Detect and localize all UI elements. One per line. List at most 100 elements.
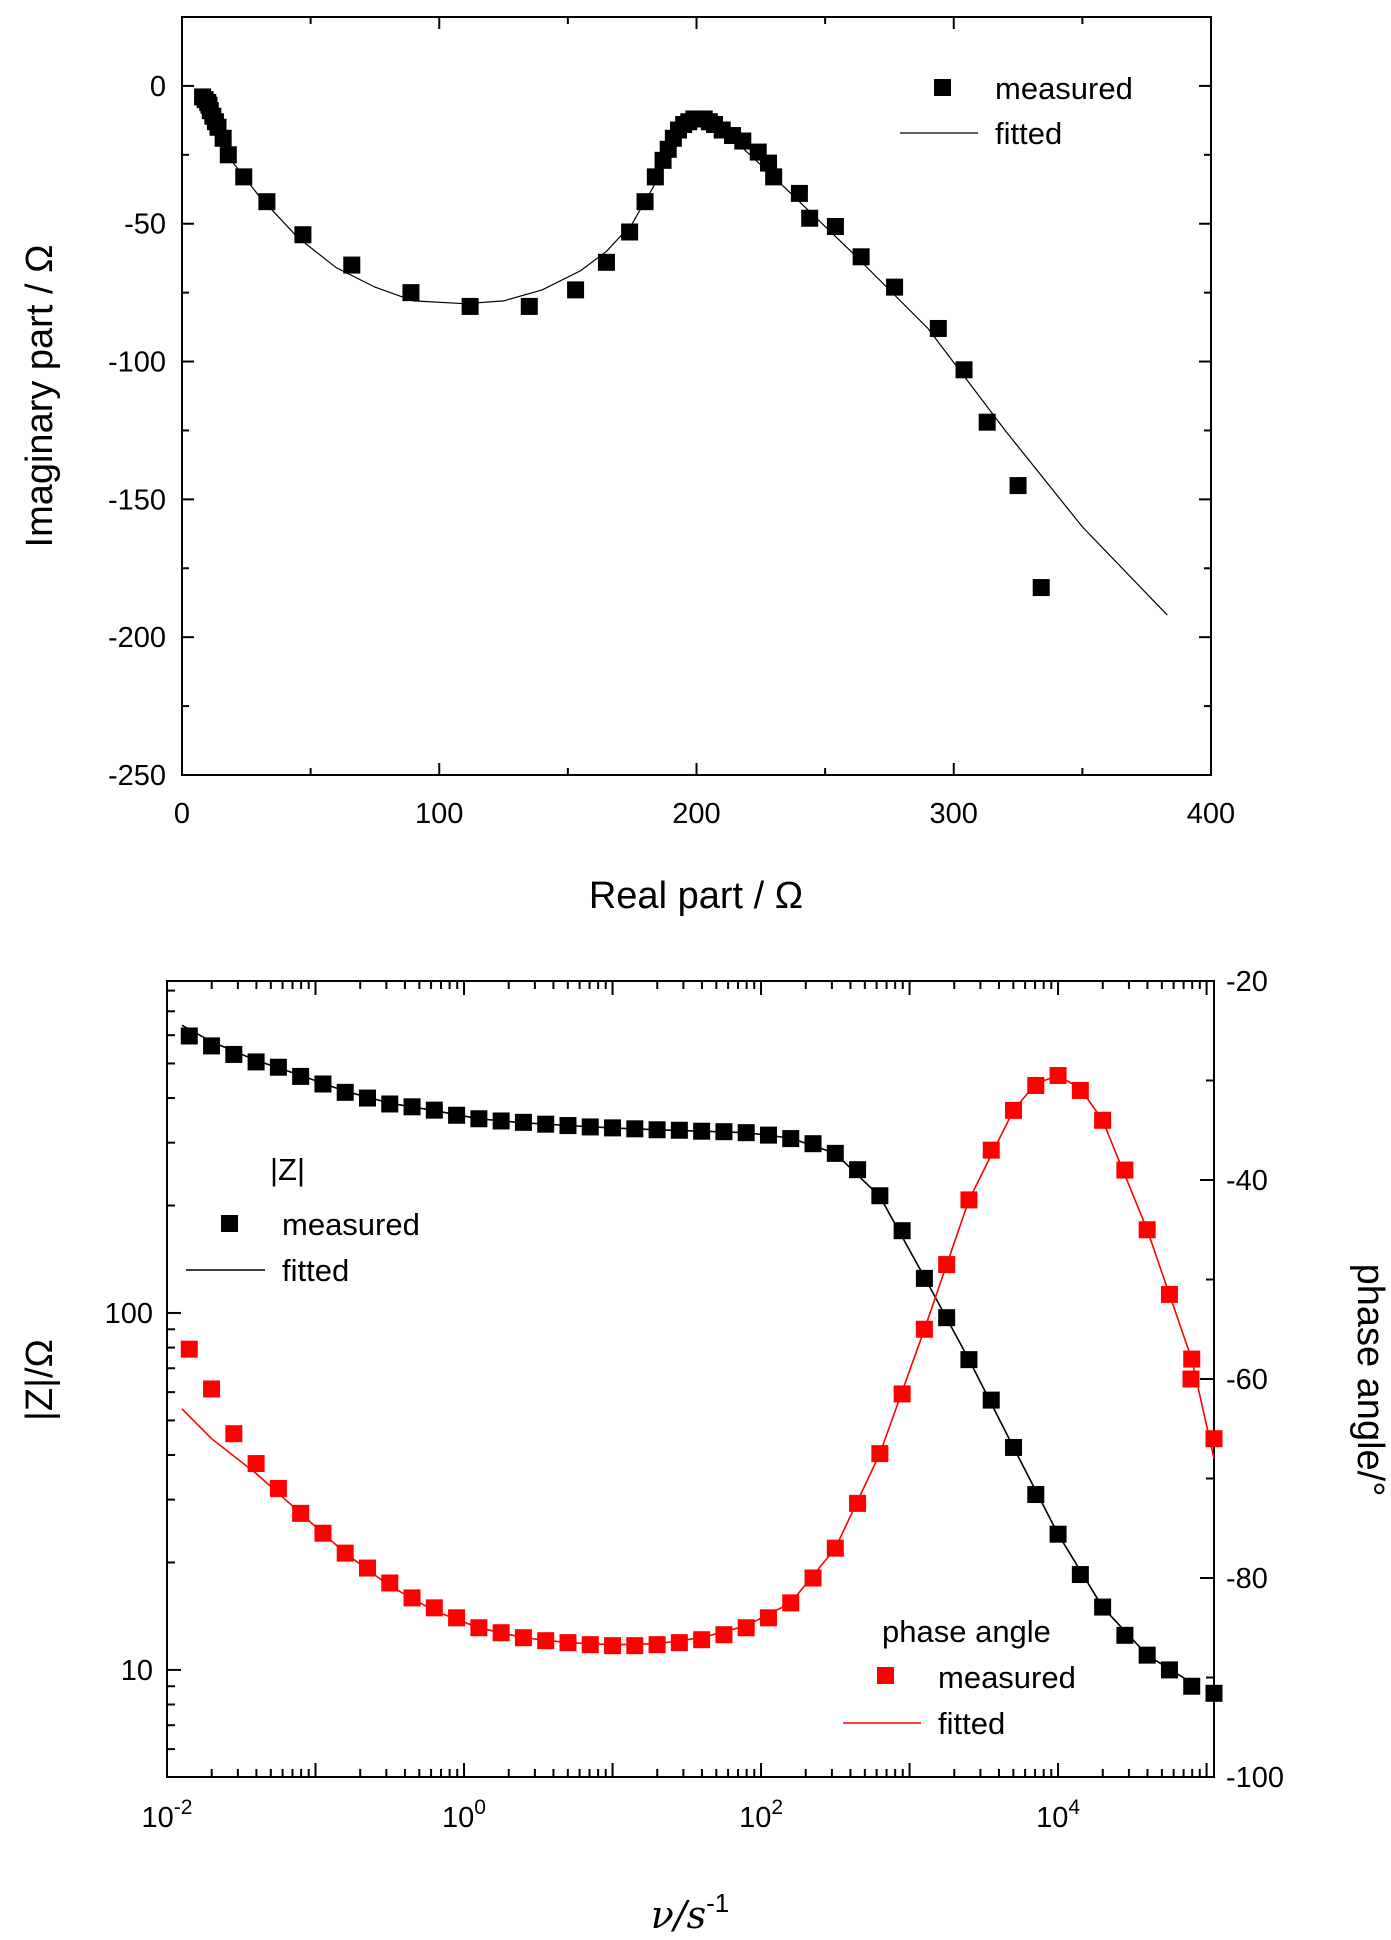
bode-z-legend-fitted-label: fitted xyxy=(282,1253,349,1288)
bode-x-tick-label: 10-2 xyxy=(142,1796,193,1834)
bode-z-measured-point xyxy=(581,1118,599,1136)
bode-z-measured-point xyxy=(403,1098,421,1116)
nyquist-measured-point xyxy=(1009,477,1027,495)
bode-z-measured-point xyxy=(626,1120,644,1138)
bode-z-measured-point xyxy=(559,1117,577,1135)
nyquist-legend: measured fitted xyxy=(900,71,1133,151)
bode-x-axis-label-text: ν/s xyxy=(651,1893,706,1937)
bode-phase-measured-point xyxy=(1160,1285,1178,1303)
bode-x-tick-label-base: 10 xyxy=(442,1802,474,1834)
bode-z-measured-point xyxy=(604,1119,622,1137)
nyquist-y-tick-label: -150 xyxy=(108,484,166,516)
bode-phase-measured-point xyxy=(982,1141,1000,1159)
bode-phase-measured-point xyxy=(559,1634,577,1652)
bode-phase-measured-point xyxy=(492,1624,510,1642)
bode-z-measured-point xyxy=(292,1067,310,1085)
bode-phase-measured-point xyxy=(1005,1101,1023,1119)
bode-z-legend: |Z| measured fitted xyxy=(186,1152,420,1288)
nyquist-measured-point xyxy=(597,253,615,271)
bode-z-measured-point xyxy=(737,1124,755,1142)
bode-z-measured-point xyxy=(1027,1486,1045,1504)
bode-z-measured-markers xyxy=(180,1027,1223,1702)
bode-phase-measured-point xyxy=(960,1191,978,1209)
bode-phase-measured-point xyxy=(871,1445,889,1463)
nyquist-x-axis-label: Real part / Ω xyxy=(589,875,803,917)
bode-z-measured-point xyxy=(982,1391,1000,1409)
nyquist-plot: 0 100 200 300 400 0 -50 -100 -150 -200 -250 Real p… xyxy=(19,16,1235,917)
bode-phase-measured-point xyxy=(537,1632,555,1650)
nyquist-y-tick-label: -100 xyxy=(108,347,166,379)
bode-phase-measured-point xyxy=(180,1340,198,1358)
bode-phase-measured-point xyxy=(203,1380,221,1398)
bode-x-tick-label-exponent: 4 xyxy=(1068,1796,1080,1819)
bode-z-measured-point xyxy=(470,1110,488,1128)
nyquist-measured-point xyxy=(520,297,538,315)
bode-y2-tick-label: -40 xyxy=(1226,1165,1268,1197)
bode-phase-measured-point xyxy=(1183,1350,1201,1368)
nyquist-tick-labels: 0 100 200 300 400 0 -50 -100 -150 -200 -250 xyxy=(108,71,1235,830)
nyquist-fitted-line xyxy=(202,96,1168,616)
bode-z-measured-point xyxy=(1049,1525,1067,1543)
bode-phase-measured-point xyxy=(626,1637,644,1655)
bode-phase-measured-point xyxy=(425,1599,443,1617)
bode-x-tick-label-exponent: -2 xyxy=(174,1796,193,1819)
bode-z-measured-point xyxy=(782,1130,800,1148)
bode-phase-measured-point xyxy=(358,1559,376,1577)
bode-z-measured-point xyxy=(425,1101,443,1119)
bode-z-measured-point xyxy=(759,1126,777,1144)
nyquist-measured-point xyxy=(852,248,870,266)
bode-phase-measured-point xyxy=(893,1385,911,1403)
bode-phase-measured-point xyxy=(1182,1370,1200,1388)
bode-phase-measured-point xyxy=(269,1479,287,1497)
bode-z-measured-point xyxy=(247,1053,265,1071)
bode-z-measured-point xyxy=(715,1123,733,1141)
nyquist-measured-point xyxy=(826,217,844,235)
bode-phase-measured-point xyxy=(403,1589,421,1607)
bode-phase-legend-measured-label: measured xyxy=(938,1660,1076,1695)
nyquist-legend-measured-marker xyxy=(934,79,951,96)
bode-phase-measured-point xyxy=(1071,1081,1089,1099)
nyquist-measured-point xyxy=(801,209,819,227)
nyquist-y-tick-label: -250 xyxy=(108,760,166,792)
bode-z-measured-point xyxy=(225,1045,243,1063)
bode-phase-measured-point xyxy=(804,1569,822,1587)
nyquist-x-tick-label: 100 xyxy=(415,798,463,830)
nyquist-measured-point xyxy=(760,154,778,172)
bode-phase-measured-point xyxy=(759,1609,777,1627)
bode-z-measured-point xyxy=(1205,1684,1223,1702)
nyquist-x-tick-label: 400 xyxy=(1187,798,1235,830)
nyquist-measured-markers xyxy=(194,88,1050,597)
bode-phase-measured-point xyxy=(225,1425,243,1443)
bode-phase-measured-point xyxy=(782,1594,800,1612)
bode-z-measured-point xyxy=(1183,1677,1201,1695)
bode-z-measured-point xyxy=(1005,1438,1023,1456)
bode-phase-measured-point xyxy=(381,1574,399,1592)
bode-z-measured-point xyxy=(938,1309,956,1327)
bode-x-tick-label-base: 10 xyxy=(142,1802,174,1834)
bode-z-measured-point xyxy=(1071,1566,1089,1584)
bode-z-measured-point xyxy=(1116,1626,1134,1644)
bode-y-tick-label: 10 xyxy=(121,1655,153,1687)
bode-z-measured-point xyxy=(537,1115,555,1133)
bode-y2-tick-label: -80 xyxy=(1226,1563,1268,1595)
bode-ticks xyxy=(166,980,1214,1778)
bode-phase-measured-point xyxy=(581,1636,599,1654)
nyquist-measured-point xyxy=(235,168,253,186)
bode-z-measured-point xyxy=(1138,1646,1156,1664)
bode-phase-measured-point xyxy=(648,1636,666,1654)
bode-z-measured-point xyxy=(514,1113,532,1131)
bode-phase-legend-fitted-label: fitted xyxy=(938,1706,1005,1741)
bode-z-measured-point xyxy=(203,1037,221,1055)
nyquist-measured-point xyxy=(461,297,479,315)
bode-phase-measured-point xyxy=(1027,1076,1045,1094)
nyquist-measured-point xyxy=(636,193,654,211)
nyquist-measured-point xyxy=(929,319,947,337)
nyquist-measured-point xyxy=(258,193,276,211)
bode-z-measured-point xyxy=(693,1122,711,1140)
bode-phase-measured-point xyxy=(314,1524,332,1542)
bode-phase-measured-point xyxy=(826,1539,844,1557)
nyquist-ticks xyxy=(181,16,1212,776)
bode-phase-measured-point xyxy=(715,1626,733,1644)
